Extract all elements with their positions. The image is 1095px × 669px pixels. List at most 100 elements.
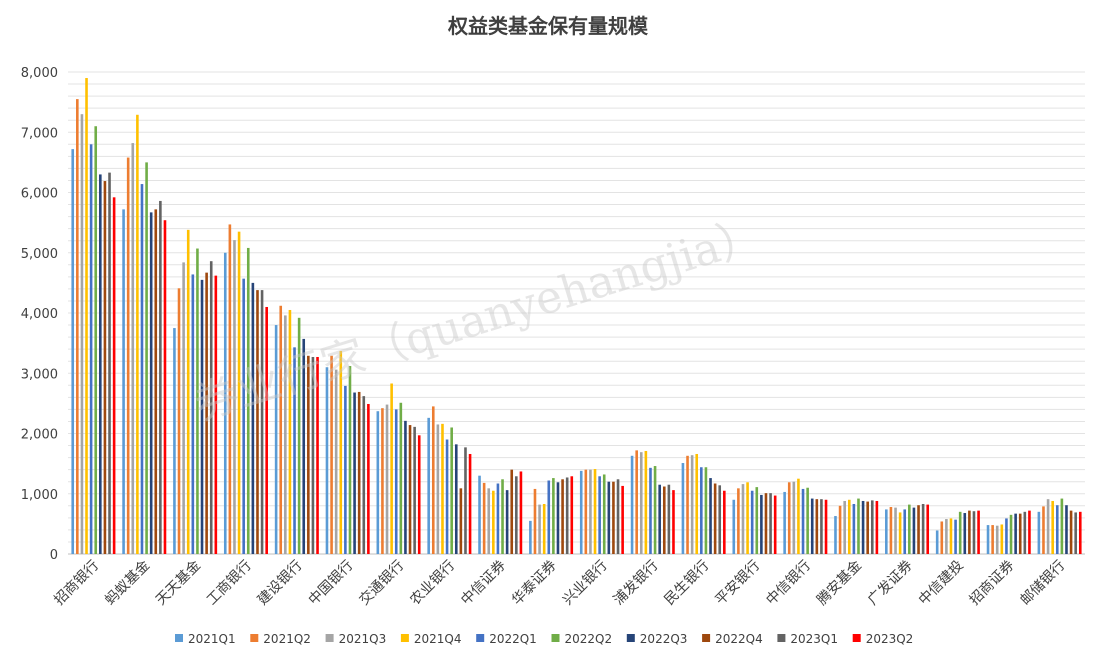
bar xyxy=(866,501,869,554)
bar xyxy=(163,220,167,554)
bar xyxy=(145,162,148,555)
bar xyxy=(875,500,879,554)
bar xyxy=(889,507,893,554)
bar xyxy=(408,425,412,554)
bar xyxy=(288,309,292,554)
y-tick-label: 5,000 xyxy=(21,247,58,262)
bar xyxy=(89,144,93,555)
bar xyxy=(746,482,749,554)
y-axis-tick-labels: 0 1,000 2,000 3,000 4,000 5,000 6,000 7,000 8,00… xyxy=(21,66,58,563)
y-tick-label: 7,000 xyxy=(21,126,58,141)
bar xyxy=(940,521,944,554)
bar xyxy=(362,396,366,554)
bar xyxy=(769,493,772,554)
x-category-label: 农业银行 xyxy=(407,558,458,609)
legend-label: 2021Q2 xyxy=(263,632,311,646)
bar xyxy=(954,519,957,554)
legend-swatch xyxy=(325,634,334,642)
bar xyxy=(209,261,213,554)
bar xyxy=(810,498,814,554)
legend-label: 2023Q1 xyxy=(790,632,838,646)
bar xyxy=(764,493,768,554)
legend-label: 2023Q2 xyxy=(866,632,914,646)
bar xyxy=(792,481,796,554)
bar xyxy=(926,504,930,554)
legend-label: 2022Q4 xyxy=(715,632,763,646)
bar xyxy=(1018,513,1022,554)
x-category-label: 浦发银行 xyxy=(611,558,662,609)
bar xyxy=(741,484,745,554)
bar xyxy=(579,470,583,554)
legend-label: 2022Q2 xyxy=(565,632,613,646)
bar xyxy=(196,248,199,554)
legend-label: 2021Q3 xyxy=(339,632,387,646)
bar xyxy=(547,480,551,554)
bar xyxy=(681,463,685,554)
bar xyxy=(1023,511,1027,554)
legend-label: 2022Q3 xyxy=(640,632,688,646)
bar xyxy=(450,427,453,554)
bar xyxy=(233,240,236,554)
bar xyxy=(561,479,564,554)
bar xyxy=(353,392,356,554)
bar xyxy=(482,482,486,554)
bar xyxy=(658,484,661,554)
bar xyxy=(464,447,467,554)
bar xyxy=(570,476,574,554)
bar xyxy=(898,512,902,554)
x-category-label: 招商银行 xyxy=(51,558,102,609)
legend-swatch xyxy=(476,634,485,642)
bar xyxy=(542,503,546,554)
bar xyxy=(718,485,722,554)
bar xyxy=(459,488,463,554)
bar xyxy=(787,482,791,554)
bar xyxy=(431,406,435,554)
bar xyxy=(417,435,421,554)
bar xyxy=(917,505,920,554)
y-tick-label: 2,000 xyxy=(21,428,58,443)
bar xyxy=(1000,524,1004,554)
bar xyxy=(1055,505,1059,554)
bar xyxy=(861,500,865,554)
x-category-label: 中信银行 xyxy=(763,558,814,609)
bar xyxy=(958,511,962,554)
bar xyxy=(667,484,671,554)
bar xyxy=(228,224,232,554)
y-tick-label: 4,000 xyxy=(21,307,58,322)
bar xyxy=(515,476,518,554)
bar xyxy=(501,479,504,554)
x-category-label: 华泰证券 xyxy=(509,558,560,609)
x-category-label: 平安银行 xyxy=(712,558,763,609)
bar xyxy=(357,391,361,554)
bar xyxy=(390,383,393,554)
bar xyxy=(885,509,888,554)
x-category-label: 广发证券 xyxy=(865,558,916,609)
x-category-label: 蚂蚁基金 xyxy=(101,557,153,609)
x-category-label: 兴业银行 xyxy=(560,558,611,609)
bar xyxy=(986,525,990,554)
bar xyxy=(847,499,851,554)
bar xyxy=(284,315,287,554)
bar xyxy=(870,500,874,554)
bar xyxy=(639,452,643,554)
bar xyxy=(1028,510,1031,554)
bar xyxy=(1078,511,1082,554)
bar xyxy=(159,200,162,554)
bar xyxy=(94,126,98,554)
bar xyxy=(797,478,800,554)
bar xyxy=(709,478,712,554)
bar xyxy=(265,306,268,554)
bars xyxy=(71,78,1082,555)
legend-swatch xyxy=(400,634,409,642)
legend-swatch xyxy=(551,634,560,642)
bar xyxy=(662,486,666,554)
bar xyxy=(903,509,907,554)
bar xyxy=(487,488,491,554)
x-category-label: 交通银行 xyxy=(356,557,408,609)
bar xyxy=(445,439,449,554)
bar xyxy=(223,252,227,554)
bar xyxy=(801,488,805,554)
x-category-label: 中国银行 xyxy=(306,558,357,609)
y-tick-label: 8,000 xyxy=(21,66,58,81)
bar xyxy=(589,469,592,554)
